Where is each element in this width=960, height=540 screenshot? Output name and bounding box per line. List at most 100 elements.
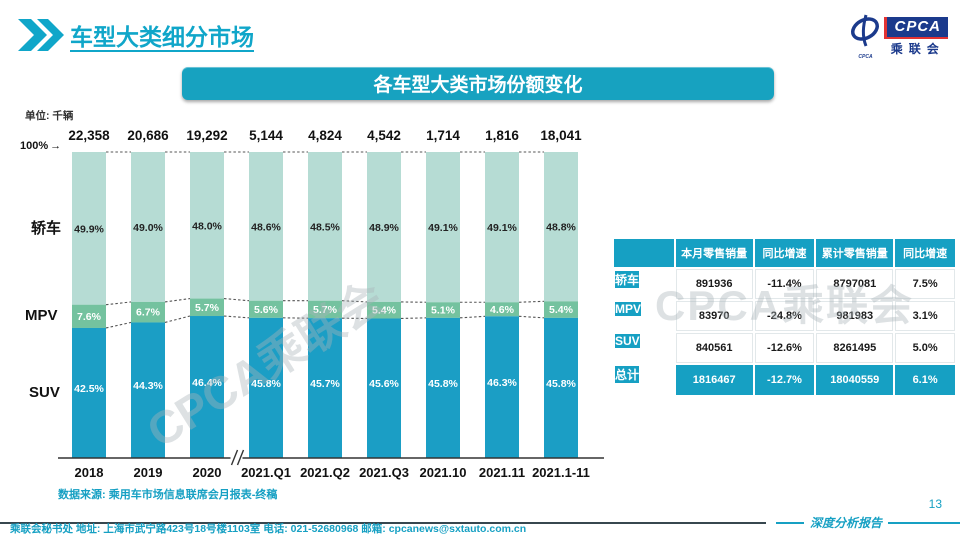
footer-rule-dark (0, 521, 766, 524)
bar-segment-suv (190, 316, 224, 458)
table-cell: 8797081 (814, 267, 896, 301)
table-header-cell: 同比增速 (893, 237, 957, 269)
unit-label: 单位: 千辆 (25, 110, 74, 122)
series-label-sedan: 轿车 (31, 220, 62, 237)
bar-total-label: 4,542 (367, 128, 401, 143)
axis-break-mark (230, 449, 239, 466)
bar-segment-suv (72, 327, 106, 458)
bar-total-label: 20,686 (127, 128, 169, 143)
table-cell: 8261495 (814, 331, 896, 365)
x-axis-category-label: 2020 (193, 465, 222, 480)
suv-pct-label: 45.6% (369, 378, 399, 390)
x-axis-category-label: 2021.1-11 (532, 465, 590, 480)
x-axis-category-label: 2021.Q2 (300, 465, 350, 480)
table-row-label: SUV (613, 332, 642, 350)
x-axis-category-label: 2019 (134, 465, 163, 480)
table-cell: 18040559 (814, 363, 896, 397)
sales-table: 本月零售销量 同比增速 累计零售销量 同比增速 轿车 891936 -11.4% 879708… (612, 237, 957, 397)
mpv-pct-label: 5.7% (195, 302, 220, 314)
connector-mpv-top (341, 300, 368, 303)
table-cell: 5.0% (893, 331, 957, 365)
table-cell: 981983 (814, 299, 896, 333)
bar-segment-sedan (485, 152, 519, 303)
table-corner-cell (612, 237, 676, 269)
mpv-pct-label: 5.4% (372, 305, 397, 317)
mpv-pct-label: 6.7% (136, 307, 161, 319)
stacked-bar-chart: 22,358 49.9% 7.6% 42.5% 2018 20,686 49.0% 6.7% 4… (58, 128, 604, 480)
suv-pct-label: 46.3% (487, 377, 517, 389)
bar-segment-sedan (426, 152, 460, 303)
bar-segment-mpv (485, 302, 519, 317)
connector-suv-top (223, 315, 250, 319)
suv-pct-label: 45.8% (251, 378, 281, 390)
mpv-pct-label: 5.7% (313, 304, 338, 316)
sedan-pct-label: 48.0% (192, 220, 222, 232)
footer-rule-teal-left (775, 521, 804, 524)
bar-segment-sedan (190, 152, 224, 299)
sedan-pct-label: 48.9% (369, 222, 399, 234)
page-header: 车型大类细分市场 (18, 18, 254, 52)
bar-segment-sedan (367, 152, 401, 302)
footer-rule: 深度分析报告 (0, 514, 960, 531)
logo-sub-text: 乘联会 (890, 42, 945, 56)
bar-segment-mpv (367, 301, 401, 319)
bar-total-label: 19,292 (186, 128, 227, 143)
table-row: MPV 83970 -24.8% 981983 3.1% (613, 299, 957, 333)
bar-segment-suv (426, 317, 460, 458)
report-type-label: 深度分析报告 (809, 516, 882, 530)
connector-mpv-top (518, 300, 545, 303)
table-cell: 1816467 (673, 363, 755, 397)
suv-pct-label: 42.5% (74, 383, 104, 395)
x-axis-category-label: 2018 (75, 465, 104, 480)
table-cell: 3.1% (893, 299, 957, 333)
table-cell: -12.7% (752, 363, 817, 397)
table-row-label: MPV (613, 300, 644, 318)
table-cell: -12.6% (752, 331, 817, 365)
table-cell: -24.8% (752, 299, 817, 333)
bar-segment-suv (485, 316, 519, 458)
suv-pct-label: 44.3% (133, 380, 163, 392)
x-axis-category-label: 2021.10 (420, 465, 467, 480)
logo-text-block: CPCA 乘联会 (887, 17, 948, 57)
table-row: 总计 1816467 -12.7% 18040559 6.1% (613, 363, 957, 397)
series-label-suv: SUV (29, 384, 60, 401)
bar-segment-suv (367, 318, 401, 458)
bar-segment-mpv (72, 304, 106, 328)
footer-contact-line: 乘联会秘书处 地址: 上海市武宁路423号18号楼1103室 电话: 021-5… (10, 523, 527, 535)
table-row-label: 总计 (613, 364, 642, 385)
table-cell: 6.1% (893, 363, 957, 397)
table-header-cell: 同比增速 (752, 237, 817, 269)
chart-title-banner: 各车型大类市场份额变化 (182, 67, 774, 100)
bar-segment-mpv (426, 302, 460, 318)
table-row-label: 轿车 (613, 269, 642, 290)
bar-segment-sedan (131, 152, 165, 302)
page-title: 车型大类细分市场 (70, 24, 254, 50)
bar-segment-suv (131, 322, 165, 458)
bar-segment-suv (544, 317, 578, 458)
bar-total-label: 1,816 (485, 128, 519, 143)
bar-segment-sedan (544, 152, 578, 302)
logo-cpca-text: CPCA (887, 17, 948, 39)
mpv-pct-label: 7.6% (77, 311, 102, 323)
bar-segment-mpv (249, 300, 283, 318)
logo-swoosh-icon: CPCA (847, 14, 883, 60)
axis-break-gap (230, 454, 243, 462)
bar-segment-sedan (249, 152, 283, 301)
hundred-percent-label: 100% → (20, 140, 61, 152)
bar-segment-sedan (308, 152, 342, 301)
mpv-pct-label: 5.1% (431, 305, 456, 317)
connector-suv-top (459, 315, 486, 319)
table-header-row: 本月零售销量 同比增速 累计零售销量 同比增速 (612, 237, 957, 269)
suv-pct-label: 46.4% (192, 377, 222, 389)
bar-segment-mpv (131, 301, 165, 323)
table-cell: 891936 (673, 267, 755, 301)
connector-mpv-top (223, 298, 250, 302)
connector-suv-top (400, 317, 427, 320)
bar-segment-sedan (72, 152, 106, 305)
table-row: 轿车 891936 -11.4% 8797081 7.5% (613, 267, 957, 301)
suv-pct-label: 45.8% (546, 378, 576, 390)
bar-total-label: 18,041 (540, 128, 582, 143)
cpca-logo: CPCA CPCA 乘联会 (847, 14, 948, 60)
table-header-cell: 本月零售销量 (673, 237, 755, 269)
arrow-right-icon: → (50, 140, 62, 152)
